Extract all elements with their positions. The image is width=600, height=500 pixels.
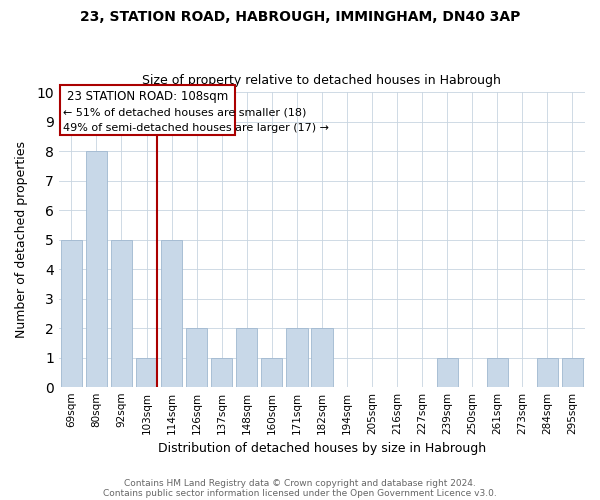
Bar [286, 328, 308, 388]
Text: Contains public sector information licensed under the Open Government Licence v3: Contains public sector information licen… [103, 488, 497, 498]
Bar [437, 358, 458, 388]
Bar [161, 240, 182, 388]
Title: Size of property relative to detached houses in Habrough: Size of property relative to detached ho… [142, 74, 502, 87]
Text: ← 51% of detached houses are smaller (18): ← 51% of detached houses are smaller (18… [63, 108, 307, 118]
Text: 23 STATION ROAD: 108sqm: 23 STATION ROAD: 108sqm [67, 90, 229, 104]
Bar [487, 358, 508, 388]
Bar [211, 358, 232, 388]
Text: 23, STATION ROAD, HABROUGH, IMMINGHAM, DN40 3AP: 23, STATION ROAD, HABROUGH, IMMINGHAM, D… [80, 10, 520, 24]
Bar [111, 240, 132, 388]
Text: 49% of semi-detached houses are larger (17) →: 49% of semi-detached houses are larger (… [63, 124, 329, 134]
Bar [61, 240, 82, 388]
FancyBboxPatch shape [60, 85, 235, 135]
Text: Contains HM Land Registry data © Crown copyright and database right 2024.: Contains HM Land Registry data © Crown c… [124, 478, 476, 488]
Bar [537, 358, 558, 388]
X-axis label: Distribution of detached houses by size in Habrough: Distribution of detached houses by size … [158, 442, 486, 455]
Bar [136, 358, 157, 388]
Bar [311, 328, 332, 388]
Bar [261, 358, 283, 388]
Y-axis label: Number of detached properties: Number of detached properties [15, 142, 28, 338]
Bar [86, 152, 107, 388]
Bar [562, 358, 583, 388]
Bar [236, 328, 257, 388]
Bar [186, 328, 207, 388]
